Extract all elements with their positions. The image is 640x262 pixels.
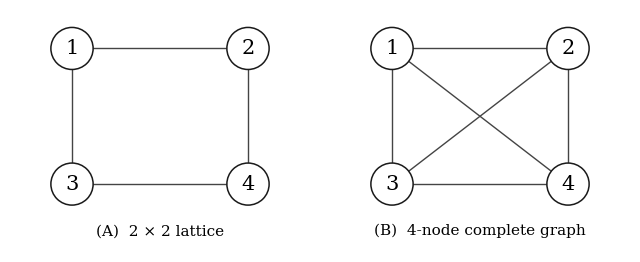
Ellipse shape bbox=[371, 28, 413, 69]
Ellipse shape bbox=[227, 163, 269, 205]
Text: (A)  2 × 2 lattice: (A) 2 × 2 lattice bbox=[96, 224, 224, 238]
Text: 1: 1 bbox=[385, 39, 399, 58]
Text: 3: 3 bbox=[385, 174, 399, 194]
Ellipse shape bbox=[371, 163, 413, 205]
Text: 2: 2 bbox=[241, 39, 255, 58]
Text: 2: 2 bbox=[561, 39, 575, 58]
Ellipse shape bbox=[227, 28, 269, 69]
Text: 4: 4 bbox=[561, 174, 575, 194]
Text: 3: 3 bbox=[65, 174, 79, 194]
Text: 4: 4 bbox=[241, 174, 255, 194]
Ellipse shape bbox=[547, 28, 589, 69]
Ellipse shape bbox=[547, 163, 589, 205]
Text: 1: 1 bbox=[65, 39, 79, 58]
Ellipse shape bbox=[51, 163, 93, 205]
Ellipse shape bbox=[51, 28, 93, 69]
Text: (B)  4-node complete graph: (B) 4-node complete graph bbox=[374, 224, 586, 238]
